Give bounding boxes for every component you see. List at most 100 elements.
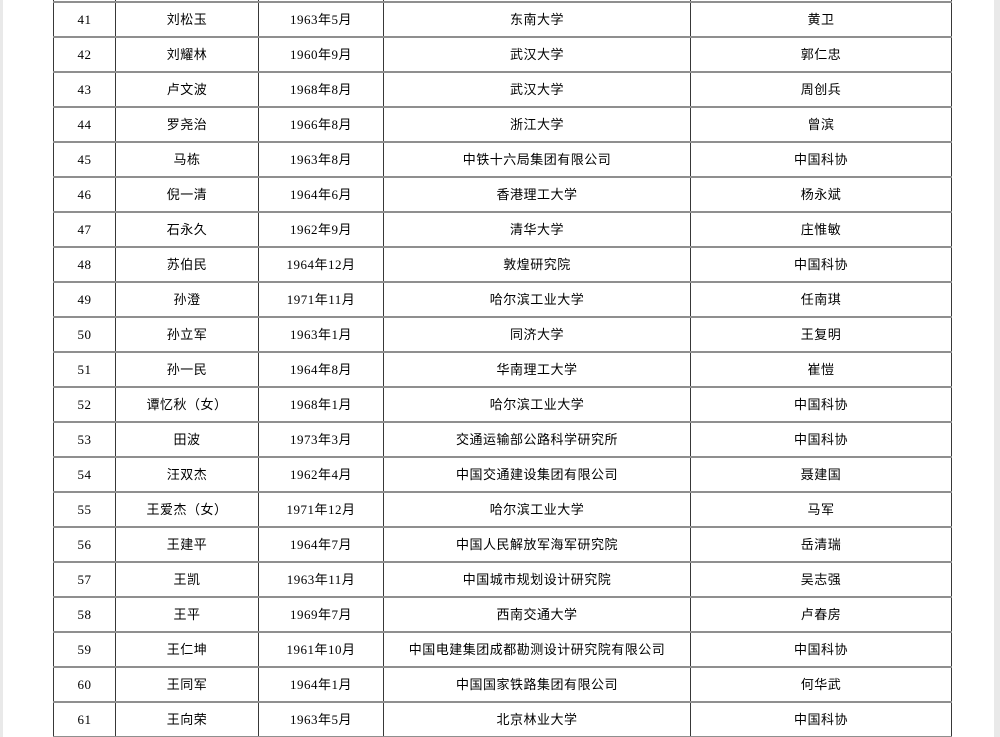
cell-row-number: 52 bbox=[53, 386, 116, 423]
cell-row-number: 55 bbox=[53, 491, 116, 528]
cell-name: 罗尧治 bbox=[115, 106, 259, 143]
cell-work-unit: 中铁十六局集团有限公司 bbox=[383, 141, 691, 178]
cell-work-unit: 同济大学 bbox=[383, 316, 691, 353]
cell-birth-date: 1964年1月 bbox=[258, 666, 384, 703]
table-row: 59 王仁坤 1961年10月 中国电建集团成都勘测设计研究院有限公司 中国科协 bbox=[53, 631, 952, 668]
cell-name: 王凯 bbox=[115, 561, 259, 598]
cell-row-number: 42 bbox=[53, 36, 116, 73]
cell-birth-date: 1963年8月 bbox=[258, 141, 384, 178]
cell-name: 谭忆秋（女） bbox=[115, 386, 259, 423]
cell-work-unit: 中国国家铁路集团有限公司 bbox=[383, 666, 691, 703]
cell-name: 倪一清 bbox=[115, 176, 259, 213]
table-row: 52 谭忆秋（女） 1968年1月 哈尔滨工业大学 中国科协 bbox=[53, 386, 952, 423]
cell-birth-date: 1964年8月 bbox=[258, 351, 384, 388]
cell-work-unit: 浙江大学 bbox=[383, 106, 691, 143]
cell-row-number: 61 bbox=[53, 701, 116, 737]
cell-name: 田波 bbox=[115, 421, 259, 458]
cell-row-number: 49 bbox=[53, 281, 116, 318]
cell-work-unit: 武汉大学 bbox=[383, 36, 691, 73]
cell-name: 孙一民 bbox=[115, 351, 259, 388]
cell-name: 刘耀林 bbox=[115, 36, 259, 73]
cell-row-number: 46 bbox=[53, 176, 116, 213]
cell-row-number: 51 bbox=[53, 351, 116, 388]
cell-row-number: 58 bbox=[53, 596, 116, 633]
cell-work-unit: 武汉大学 bbox=[383, 71, 691, 108]
table-row: 55 王爱杰（女） 1971年12月 哈尔滨工业大学 马军 bbox=[53, 491, 952, 528]
cell-row-number: 59 bbox=[53, 631, 116, 668]
table-row: 54 汪双杰 1962年4月 中国交通建设集团有限公司 聂建国 bbox=[53, 456, 952, 493]
cell-birth-date: 1964年12月 bbox=[258, 246, 384, 283]
table-row: 51 孙一民 1964年8月 华南理工大学 崔愷 bbox=[53, 351, 952, 388]
cell-birth-date: 1971年11月 bbox=[258, 281, 384, 318]
table-row: 53 田波 1973年3月 交通运输部公路科学研究所 中国科协 bbox=[53, 421, 952, 458]
cell-name: 孙立军 bbox=[115, 316, 259, 353]
cell-name: 王平 bbox=[115, 596, 259, 633]
cell-nominator: 崔愷 bbox=[690, 351, 952, 388]
candidate-roster-table: 41 刘松玉 1963年5月 东南大学 黄卫 42 刘耀林 1960年9月 武汉… bbox=[53, 0, 952, 737]
cell-nominator: 任南琪 bbox=[690, 281, 952, 318]
cell-nominator: 周创兵 bbox=[690, 71, 952, 108]
cell-birth-date: 1968年8月 bbox=[258, 71, 384, 108]
cell-row-number: 53 bbox=[53, 421, 116, 458]
cell-birth-date: 1966年8月 bbox=[258, 106, 384, 143]
cell-work-unit: 清华大学 bbox=[383, 211, 691, 248]
table-row: 44 罗尧治 1966年8月 浙江大学 曾滨 bbox=[53, 106, 952, 143]
cell-work-unit: 华南理工大学 bbox=[383, 351, 691, 388]
cell-birth-date: 1973年3月 bbox=[258, 421, 384, 458]
table-row: 61 王向荣 1963年5月 北京林业大学 中国科协 bbox=[53, 701, 952, 737]
cell-birth-date: 1963年1月 bbox=[258, 316, 384, 353]
cell-nominator: 卢春房 bbox=[690, 596, 952, 633]
cell-birth-date: 1969年7月 bbox=[258, 596, 384, 633]
cell-birth-date: 1961年10月 bbox=[258, 631, 384, 668]
cell-nominator: 中国科协 bbox=[690, 386, 952, 423]
page-left-edge bbox=[0, 0, 3, 737]
cell-birth-date: 1971年12月 bbox=[258, 491, 384, 528]
cell-birth-date: 1962年9月 bbox=[258, 211, 384, 248]
cell-name: 石永久 bbox=[115, 211, 259, 248]
table-row: 57 王凯 1963年11月 中国城市规划设计研究院 吴志强 bbox=[53, 561, 952, 598]
cell-row-number: 56 bbox=[53, 526, 116, 563]
cell-nominator: 郭仁忠 bbox=[690, 36, 952, 73]
cell-work-unit: 中国人民解放军海军研究院 bbox=[383, 526, 691, 563]
cell-nominator: 中国科协 bbox=[690, 701, 952, 737]
cell-birth-date: 1964年7月 bbox=[258, 526, 384, 563]
cell-work-unit: 北京林业大学 bbox=[383, 701, 691, 737]
cell-nominator: 中国科协 bbox=[690, 421, 952, 458]
cell-work-unit: 西南交通大学 bbox=[383, 596, 691, 633]
cell-nominator: 马军 bbox=[690, 491, 952, 528]
cell-work-unit: 中国城市规划设计研究院 bbox=[383, 561, 691, 598]
cell-nominator: 黄卫 bbox=[690, 1, 952, 38]
cell-nominator: 岳清瑞 bbox=[690, 526, 952, 563]
cell-nominator: 中国科协 bbox=[690, 631, 952, 668]
cell-nominator: 中国科协 bbox=[690, 246, 952, 283]
cell-birth-date: 1962年4月 bbox=[258, 456, 384, 493]
cell-row-number: 54 bbox=[53, 456, 116, 493]
cell-nominator: 何华武 bbox=[690, 666, 952, 703]
table-row: 47 石永久 1962年9月 清华大学 庄惟敏 bbox=[53, 211, 952, 248]
cell-nominator: 聂建国 bbox=[690, 456, 952, 493]
table-row: 48 苏伯民 1964年12月 敦煌研究院 中国科协 bbox=[53, 246, 952, 283]
cell-birth-date: 1963年5月 bbox=[258, 1, 384, 38]
cell-birth-date: 1964年6月 bbox=[258, 176, 384, 213]
cell-row-number: 41 bbox=[53, 1, 116, 38]
cell-row-number: 48 bbox=[53, 246, 116, 283]
cell-name: 王同军 bbox=[115, 666, 259, 703]
cell-name: 汪双杰 bbox=[115, 456, 259, 493]
cell-birth-date: 1960年9月 bbox=[258, 36, 384, 73]
cell-birth-date: 1963年11月 bbox=[258, 561, 384, 598]
cell-work-unit: 交通运输部公路科学研究所 bbox=[383, 421, 691, 458]
cell-name: 苏伯民 bbox=[115, 246, 259, 283]
cell-row-number: 57 bbox=[53, 561, 116, 598]
cell-nominator: 王复明 bbox=[690, 316, 952, 353]
cell-work-unit: 敦煌研究院 bbox=[383, 246, 691, 283]
cell-row-number: 43 bbox=[53, 71, 116, 108]
cell-work-unit: 香港理工大学 bbox=[383, 176, 691, 213]
table-row: 50 孙立军 1963年1月 同济大学 王复明 bbox=[53, 316, 952, 353]
cell-name: 王向荣 bbox=[115, 701, 259, 737]
cell-nominator: 吴志强 bbox=[690, 561, 952, 598]
cell-work-unit: 东南大学 bbox=[383, 1, 691, 38]
table-row: 60 王同军 1964年1月 中国国家铁路集团有限公司 何华武 bbox=[53, 666, 952, 703]
table-row: 56 王建平 1964年7月 中国人民解放军海军研究院 岳清瑞 bbox=[53, 526, 952, 563]
cell-row-number: 50 bbox=[53, 316, 116, 353]
